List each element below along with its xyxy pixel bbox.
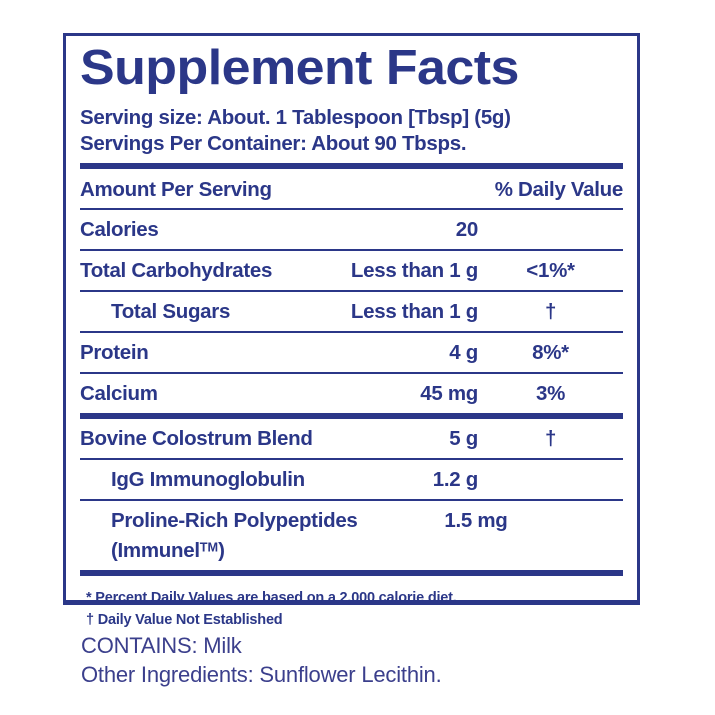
daily-value-header: % Daily Value [494, 178, 624, 202]
footnotes: * Percent Daily Values are based on a 2,… [80, 576, 623, 632]
nutrient-name: Calcium [80, 382, 158, 406]
section-divider-bar [80, 163, 623, 170]
trademark-symbol: TM [199, 539, 219, 555]
servings-per-container-line: Servings Per Container: About 90 Tbsps. [80, 131, 467, 155]
nutrient-amount: Less than 1 g [350, 259, 478, 283]
nutrient-amount: 45 mg [420, 382, 478, 406]
serving-info: Serving size: About. 1 Tablespoon [Tbsp]… [80, 105, 623, 156]
table-row: IgG Immunoglobulin 1.2 g [80, 460, 623, 502]
other-ingredients-line: Other Ingredients: Sunflower Lecithin. [81, 662, 442, 688]
footnote-dagger: † Daily Value Not Established [86, 611, 283, 628]
nutrient-name: IgG Immunoglobulin [111, 468, 305, 492]
nutrient-amount: 4 g [449, 341, 478, 365]
nutrient-daily-value: † [544, 300, 557, 324]
nutrient-name: Protein [80, 341, 149, 365]
table-row: Bovine Colostrum Blend 5 g † [80, 419, 623, 461]
nutrient-name: Proline-Rich Polypeptides (ImmunelTM) [80, 509, 358, 563]
below-panel-text: CONTAINS: Milk Other Ingredients: Sunflo… [81, 631, 442, 690]
table-row: Protein 4 g 8%* [80, 333, 623, 375]
nutrient-name-line2: (ImmunelTM) [111, 539, 225, 563]
nutrient-amount: 1.2 g [432, 468, 479, 492]
nutrient-amount: Less than 1 g [350, 300, 478, 324]
nutrient-daily-value: † [544, 427, 557, 451]
nutrient-name: Bovine Colostrum Blend [80, 427, 313, 451]
table-row: Total Carbohydrates Less than 1 g <1%* [80, 251, 623, 293]
supplement-facts-panel: Supplement Facts Serving size: About. 1 … [63, 33, 640, 628]
table-row: Proline-Rich Polypeptides (ImmunelTM) 1.… [80, 501, 623, 570]
table-header-row: Amount Per Serving % Daily Value [80, 169, 624, 211]
table-row: Total Sugars Less than 1 g † [80, 292, 623, 334]
nutrient-daily-value: 8%* [532, 341, 569, 365]
table-row: Calories 20 [80, 210, 623, 252]
section-divider-bar [80, 413, 623, 420]
footnote-daily-values: * Percent Daily Values are based on a 2,… [86, 590, 457, 607]
amount-per-serving-header: Amount Per Serving [80, 178, 272, 202]
nutrient-amount: 5 g [449, 427, 478, 451]
nutrient-name: Total Sugars [111, 300, 231, 324]
section-divider-bar [80, 570, 623, 577]
nutrient-name: Calories [80, 218, 159, 242]
table-row: Calcium 45 mg 3% [80, 374, 623, 413]
nutrient-daily-value: <1%* [526, 259, 575, 283]
nutrient-amount: 20 [455, 218, 479, 242]
panel-title: Supplement Facts [80, 41, 519, 95]
nutrient-name-line1: Proline-Rich Polypeptides [111, 509, 358, 533]
nutrient-daily-value: 3% [535, 382, 566, 406]
nutrient-amount: 1.5 mg [444, 509, 508, 533]
serving-size-line: Serving size: About. 1 Tablespoon [Tbsp]… [80, 105, 511, 129]
contains-line: CONTAINS: Milk [81, 633, 242, 658]
nutrient-name: Total Carbohydrates [80, 259, 273, 283]
